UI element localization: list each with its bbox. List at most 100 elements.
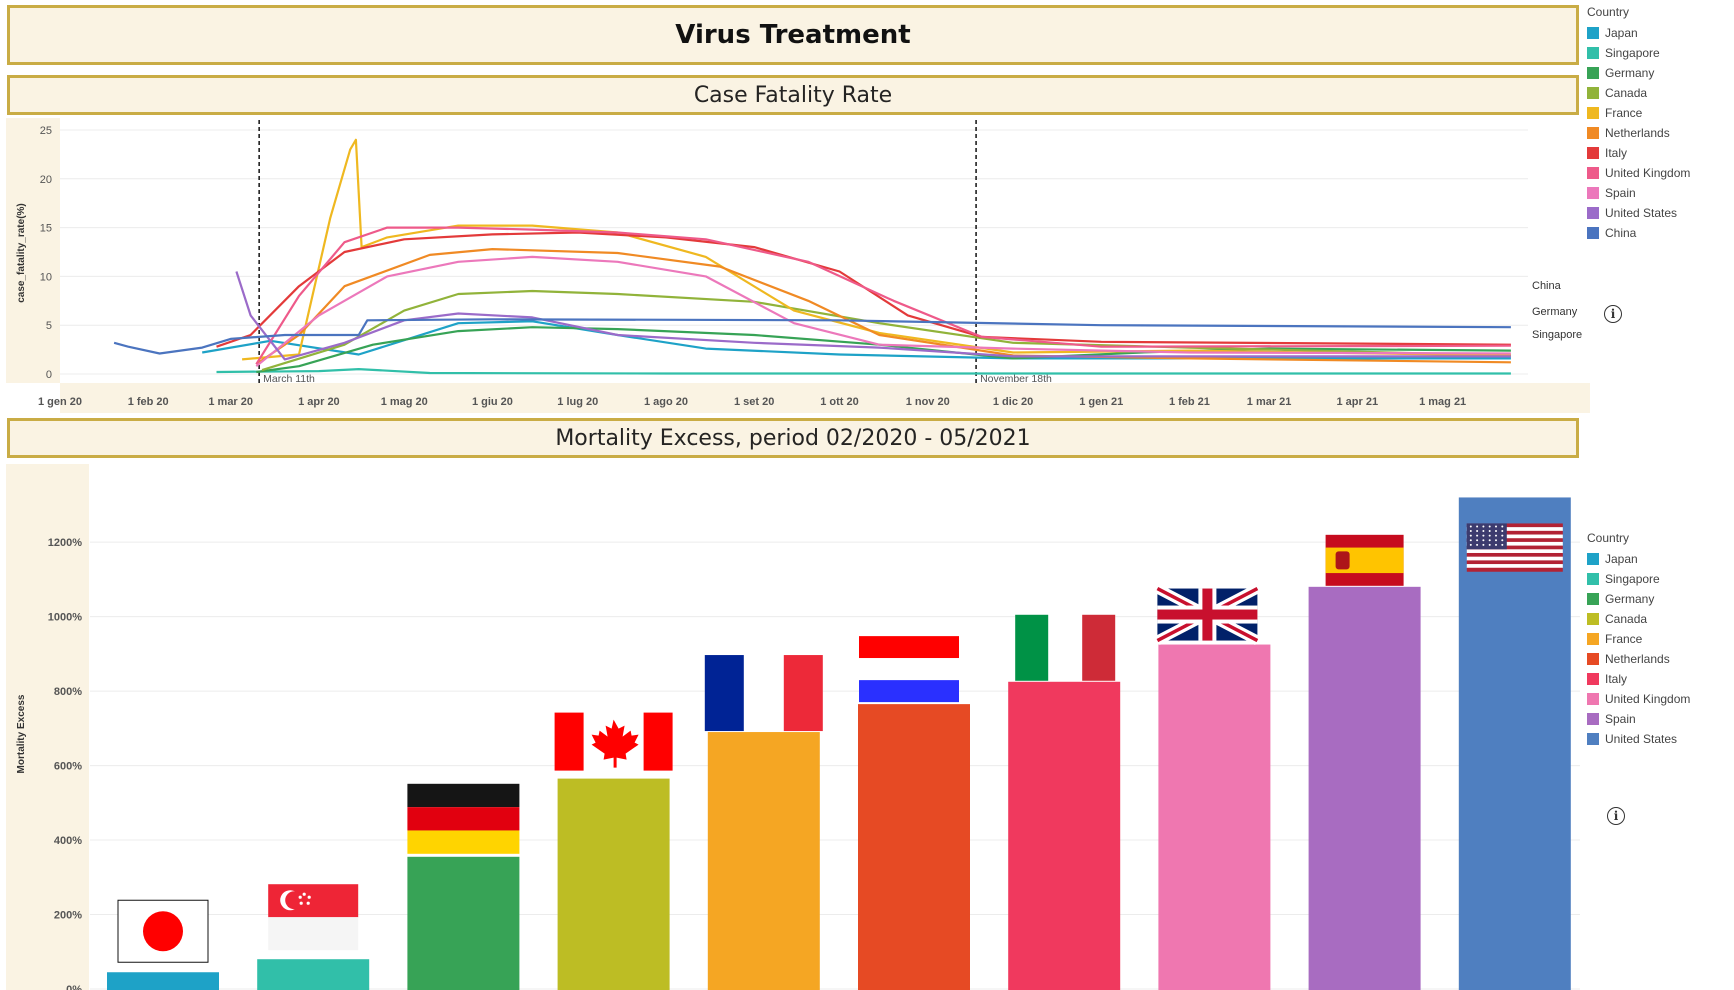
legend-swatch <box>1587 87 1599 99</box>
y-axis-band <box>6 118 60 383</box>
series-line <box>216 368 1511 375</box>
legend-item[interactable]: Italy <box>1587 669 1690 689</box>
bar <box>707 732 820 990</box>
legend-item[interactable]: United Kingdom <box>1587 163 1690 183</box>
y-tick-label: 25 <box>40 125 52 137</box>
legend-item[interactable]: Netherlands <box>1587 123 1690 143</box>
legend-label: Spain <box>1605 186 1636 200</box>
flag-united-states-icon <box>1466 523 1563 572</box>
legend-item[interactable]: Germany <box>1587 63 1690 83</box>
legend-label: France <box>1605 106 1643 120</box>
legend-item[interactable]: Italy <box>1587 143 1690 163</box>
legend-label: Italy <box>1605 146 1628 160</box>
legend-title: Country <box>1587 5 1630 19</box>
mortality-title: Mortality Excess, period 02/2020 - 05/20… <box>555 425 1031 451</box>
series-line <box>255 226 1511 365</box>
legend-item[interactable]: Japan <box>1587 549 1690 569</box>
legend-item[interactable]: Singapore <box>1587 569 1690 589</box>
legend-item[interactable]: Spain <box>1587 709 1690 729</box>
legend-label: China <box>1605 226 1637 240</box>
bar <box>257 959 370 990</box>
legend-label: Japan <box>1605 552 1638 566</box>
legend-item[interactable]: Spain <box>1587 183 1690 203</box>
legend-item[interactable]: Netherlands <box>1587 649 1690 669</box>
legend-swatch <box>1587 127 1599 139</box>
legend-label: Singapore <box>1605 572 1660 586</box>
legend-swatch <box>1587 673 1599 685</box>
legend-label: Spain <box>1605 712 1636 726</box>
legend-item[interactable]: France <box>1587 103 1690 123</box>
y-tick-label: 1000% <box>48 612 82 624</box>
x-tick-label: 1 apr 20 <box>298 396 340 408</box>
bar <box>858 704 970 990</box>
legend-swatch <box>1587 733 1599 745</box>
legend-label: United Kingdom <box>1605 166 1691 180</box>
legend-swatch <box>1587 227 1599 239</box>
legend-item[interactable]: Germany <box>1587 589 1690 609</box>
flag-germany-icon <box>407 783 520 854</box>
legend-label: France <box>1605 632 1643 646</box>
legend-label: Canada <box>1605 86 1648 100</box>
series-line <box>235 271 1511 361</box>
annotation-label: March 11th <box>263 373 315 385</box>
legend-swatch <box>1587 47 1599 59</box>
series-line <box>242 138 1511 361</box>
y-axis-label: Mortality Excess <box>16 694 27 773</box>
legend-swatch <box>1587 167 1599 179</box>
y-tick-label: 20 <box>40 174 52 186</box>
bar <box>407 856 520 990</box>
case-fatality-line-chart[interactable]: 0 5 10 15 20 25 case_fatality_rate(%) 1 gen 20 1… <box>0 118 1590 416</box>
legend-item[interactable]: Canada <box>1587 609 1690 629</box>
x-axis-band <box>60 383 1590 413</box>
legend-swatch <box>1587 593 1599 605</box>
cfr-title: Case Fatality Rate <box>693 82 893 108</box>
series-end-label: Germany <box>1532 306 1578 318</box>
legend-swatch <box>1587 27 1599 39</box>
legend-item[interactable]: Singapore <box>1587 43 1690 63</box>
legend-item[interactable]: United States <box>1587 203 1690 223</box>
legend-swatch <box>1587 713 1599 725</box>
x-tick-label: 1 dic 20 <box>993 396 1033 408</box>
y-axis-label: case_fatality_rate(%) <box>16 203 27 303</box>
flag-japan-icon <box>117 899 209 963</box>
flag-spain-icon <box>1325 534 1404 586</box>
legend-label: Germany <box>1605 66 1655 80</box>
annotation-label: November 18th <box>980 373 1052 385</box>
legend-item[interactable]: China <box>1587 223 1690 243</box>
x-tick-label: 1 feb 21 <box>1169 396 1210 408</box>
y-tick-label: 400% <box>54 835 82 847</box>
legend-item[interactable]: France <box>1587 629 1690 649</box>
legend-item[interactable]: United Kingdom <box>1587 689 1690 709</box>
x-tick-label: 1 set 20 <box>734 396 774 408</box>
legend-item[interactable]: Canada <box>1587 83 1690 103</box>
legend-swatch <box>1587 107 1599 119</box>
legend-label: United Kingdom <box>1605 692 1691 706</box>
y-tick-label: 10 <box>40 271 52 283</box>
flag-united-kingdom-icon <box>1155 584 1260 645</box>
y-tick-label: 15 <box>40 223 52 235</box>
legend-item[interactable]: United States <box>1587 729 1690 749</box>
page-title: Virus Treatment <box>675 20 911 50</box>
bar <box>557 778 670 990</box>
flag-canada-icon <box>554 712 673 771</box>
info-icon[interactable]: i <box>1604 305 1622 323</box>
legend-label: Netherlands <box>1605 652 1670 666</box>
flag-netherlands-icon <box>859 636 959 703</box>
y-tick-label: 1200% <box>48 537 82 549</box>
y-tick-label: 800% <box>54 686 82 698</box>
mortality-legend: Country Japan Singapore Germany Canada Franc… <box>1587 531 1690 749</box>
series-line <box>255 255 1511 368</box>
bar <box>1008 681 1121 990</box>
series-end-label: China <box>1532 280 1562 292</box>
y-tick-label: 5 <box>46 320 52 332</box>
legend-label: Singapore <box>1605 46 1660 60</box>
info-icon[interactable]: i <box>1607 807 1625 825</box>
mortality-excess-bar-chart[interactable]: 0% 200% 400% 600% 800% 1000% 1200% Mortality Ex… <box>0 462 1590 990</box>
legend-swatch <box>1587 573 1599 585</box>
legend-item[interactable]: Japan <box>1587 23 1690 43</box>
legend-swatch <box>1587 67 1599 79</box>
x-tick-label: 1 apr 21 <box>1337 396 1379 408</box>
bar <box>1458 497 1571 990</box>
x-tick-label: 1 ago 20 <box>644 396 688 408</box>
legend-swatch <box>1587 553 1599 565</box>
